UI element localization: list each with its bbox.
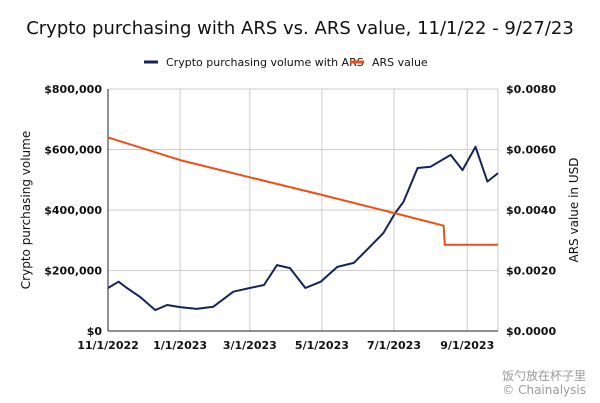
y-tick-label: $200,000 bbox=[44, 265, 102, 278]
y2-tick-label: $0.0000 bbox=[506, 325, 556, 338]
x-tick-label: 1/1/2023 bbox=[153, 339, 207, 352]
series-line-crypto-volume bbox=[107, 145, 499, 312]
y2-axis-title: ARS value in USD bbox=[567, 158, 581, 263]
y-tick-label: $800,000 bbox=[44, 83, 102, 96]
x-tick-label: 11/1/2022 bbox=[77, 339, 139, 352]
x-tick-label: 7/1/2023 bbox=[367, 339, 421, 352]
watermark: 饭勺放在杯子里 © Chainalysis bbox=[502, 369, 586, 397]
legend-label: Crypto purchasing volume with ARS bbox=[166, 56, 364, 69]
y2-tick-label: $0.0020 bbox=[506, 265, 556, 278]
y-axis-title: Crypto purchasing volume bbox=[19, 131, 33, 289]
y-tick-label: $400,000 bbox=[44, 204, 102, 217]
y-tick-label: $600,000 bbox=[44, 144, 102, 157]
x-tick-label: 3/1/2023 bbox=[223, 339, 277, 352]
y2-tick-label: $0.0060 bbox=[506, 144, 556, 157]
watermark-chainalysis: © Chainalysis bbox=[502, 383, 586, 397]
series-line-ars-value bbox=[107, 136, 498, 246]
x-tick-label: 5/1/2023 bbox=[295, 339, 349, 352]
y2-tick-label: $0.0040 bbox=[506, 204, 556, 217]
watermark-wechat: 饭勺放在杯子里 bbox=[501, 369, 586, 383]
x-tick-label: 9/1/2023 bbox=[440, 339, 494, 352]
legend-label: ARS value bbox=[372, 56, 428, 69]
y-tick-label: $0 bbox=[87, 325, 103, 338]
y2-tick-label: $0.0080 bbox=[506, 83, 556, 96]
chart-title: Crypto purchasing with ARS vs. ARS value… bbox=[26, 18, 574, 39]
